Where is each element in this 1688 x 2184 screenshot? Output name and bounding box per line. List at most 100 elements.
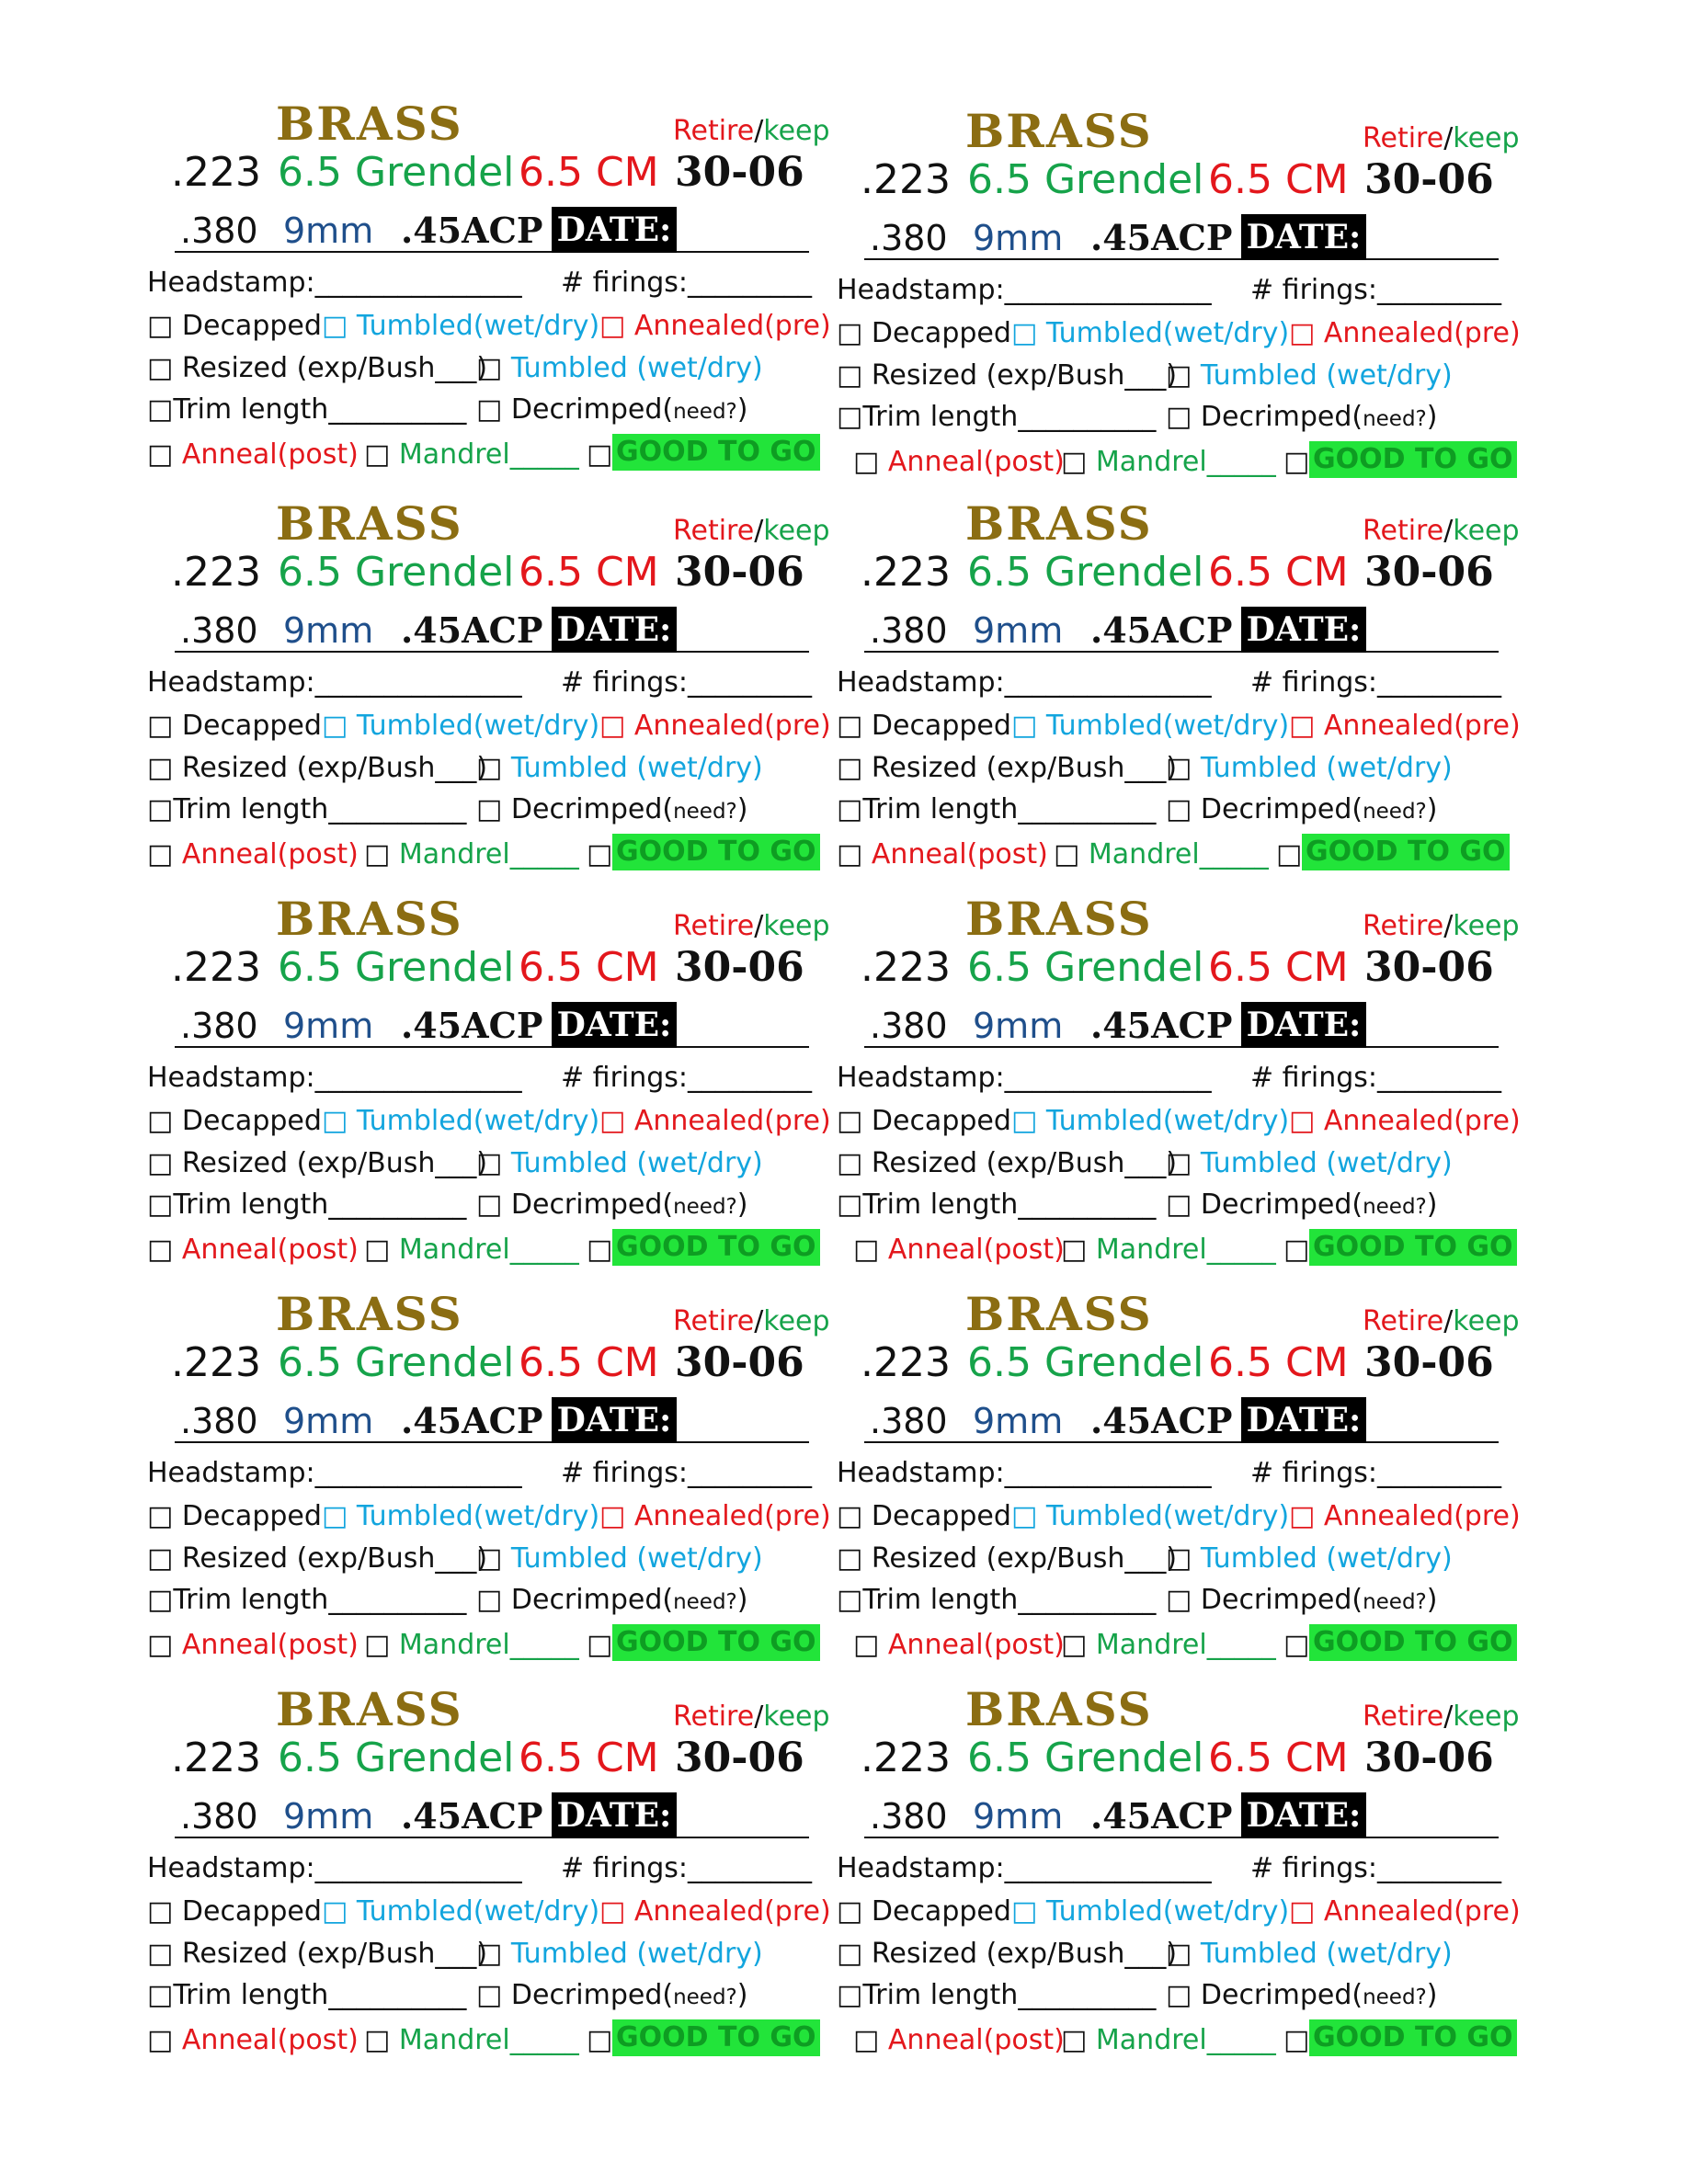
headstamp-field: Headstamp:_______________ <box>837 1457 1212 1489</box>
caliber-9mm: 9mm <box>973 1401 1064 1441</box>
annealed-pre-checkbox: □ Annealed(pre) <box>599 1105 831 1137</box>
need-text: need? <box>673 1590 737 1614</box>
anneal-post-label: Anneal(post) <box>887 1629 1065 1661</box>
need-text: need? <box>673 400 737 424</box>
anneal-post-checkbox: □ Anneal(post) <box>147 2027 359 2054</box>
trim-length-field: □Trim length__________ <box>147 1979 467 2011</box>
date-label-box: DATE: <box>552 1002 677 1048</box>
slash-text: / <box>1443 1305 1454 1337</box>
decrimped-text: □ Decrimped( <box>1166 401 1363 433</box>
decrimped-checkbox: □ Decrimped(need?) <box>476 396 747 424</box>
mandrel-checkbox: □ Mandrel_____ <box>1061 449 1276 476</box>
annealed-pre-checkbox: □ Annealed(pre) <box>1289 1105 1521 1137</box>
anneal-post-checkbox: □ Anneal(post) <box>147 1632 359 1659</box>
decrimped-text: □ Decrimped( <box>476 1584 674 1616</box>
decapped-checkbox: □ Decapped <box>837 710 1011 742</box>
mandrel-checkbox: □ Mandrel_____ <box>1054 841 1269 869</box>
caliber-45acp: .45ACP <box>1090 217 1233 258</box>
firings-field: # firings:_________ <box>561 666 813 699</box>
caliber-9mm: 9mm <box>973 610 1064 651</box>
decrimped-text: □ Decrimped( <box>1166 1584 1363 1616</box>
resized-checkbox: □ Resized (exp/Bush___) <box>837 1542 1178 1575</box>
retire-text: Retire <box>1363 910 1444 942</box>
annealed-pre-checkbox: □ Annealed(pre) <box>599 1895 831 1928</box>
firings-field: # firings:_________ <box>1250 1062 1502 1094</box>
caliber-6-5-grendel: 6.5 Grendel <box>967 1339 1204 1386</box>
caliber-9mm: 9mm <box>283 1796 374 1837</box>
caliber-6-5-grendel: 6.5 Grendel <box>278 149 515 196</box>
trim-length-field: □Trim length__________ <box>147 793 467 825</box>
caliber-45acp: .45ACP <box>1090 1005 1233 1046</box>
tumbled-second-label: Tumbled (wet/dry) <box>510 1938 763 1970</box>
caliber-6-5-cm: 6.5 CM <box>1208 1735 1349 1781</box>
caliber-6-5-grendel: 6.5 Grendel <box>278 1735 515 1781</box>
decrimped-close: ) <box>1426 1979 1438 2011</box>
good-to-go-badge: GOOD TO GO <box>612 1229 820 1266</box>
slash-text: / <box>754 1305 764 1337</box>
decapped-checkbox: □ Decapped <box>147 310 322 342</box>
tumbled-second-label: Tumbled (wet/dry) <box>1200 1938 1453 1970</box>
caliber-223: .223 <box>861 549 951 596</box>
decapped-checkbox: □ Decapped <box>837 1500 1011 1532</box>
tumbled-second-box: □ <box>476 352 503 384</box>
mandrel-box: □ <box>1061 1234 1088 1266</box>
decrimped-close: ) <box>1426 1584 1438 1616</box>
trim-length-field: □Trim length__________ <box>837 1189 1157 1221</box>
good-to-go-badge: GOOD TO GO <box>612 434 820 471</box>
anneal-post-label: Anneal(post) <box>887 446 1065 478</box>
keep-text: keep <box>1453 1305 1520 1337</box>
headstamp-field: Headstamp:_______________ <box>147 1457 522 1489</box>
mandrel-checkbox: □ Mandrel_____ <box>364 841 579 869</box>
tumbled-second-checkbox: □ Tumbled (wet/dry) <box>476 755 763 782</box>
tumbled-wet-dry-checkbox: □ Tumbled(wet/dry) <box>1011 1105 1290 1137</box>
brass-title: BRASS <box>965 1682 1153 1736</box>
decapped-checkbox: □ Decapped <box>147 1895 322 1928</box>
mandrel-box: □ <box>364 838 391 870</box>
caliber-underline <box>175 251 552 253</box>
brass-title: BRASS <box>276 1287 463 1341</box>
mandrel-label: Mandrel_____ <box>1095 2024 1276 2056</box>
firings-field: # firings:_________ <box>1250 666 1502 699</box>
mandrel-label: Mandrel_____ <box>398 2024 579 2056</box>
retire-keep-label: Retire/keep <box>1363 518 1520 545</box>
slash-text: / <box>1443 1701 1454 1733</box>
caliber-6-5-cm: 6.5 CM <box>1208 156 1349 203</box>
good-to-go-box: □ <box>587 838 613 870</box>
brass-title: BRASS <box>276 97 463 151</box>
retire-keep-label: Retire/keep <box>673 1308 830 1336</box>
mandrel-box: □ <box>364 1629 391 1661</box>
brass-label-card: BRASS Retire/keep .223 6.5 Grendel 6.5 C… <box>837 896 1521 1291</box>
decrimped-checkbox: □ Decrimped(need?) <box>476 796 747 824</box>
tumbled-second-checkbox: □ Tumbled (wet/dry) <box>476 1150 763 1177</box>
caliber-380: .380 <box>870 1401 948 1441</box>
retire-keep-label: Retire/keep <box>1363 125 1520 153</box>
caliber-9mm: 9mm <box>283 210 374 251</box>
tumbled-second-label: Tumbled (wet/dry) <box>1200 1147 1453 1179</box>
headstamp-field: Headstamp:_______________ <box>147 1852 522 1884</box>
caliber-6-5-grendel: 6.5 Grendel <box>967 156 1204 203</box>
good-to-go-box: □ <box>1283 2024 1310 2056</box>
anneal-post-checkbox: □ Anneal(post) <box>147 1236 359 1264</box>
keep-text: keep <box>763 910 830 942</box>
date-label-box: DATE: <box>1241 1397 1366 1443</box>
mandrel-label: Mandrel_____ <box>1088 838 1269 870</box>
anneal-post-box: □ <box>853 1629 880 1661</box>
anneal-post-label: Anneal(post) <box>181 438 359 471</box>
caliber-30-06: 30-06 <box>1364 549 1494 596</box>
slash-text: / <box>1443 515 1454 547</box>
annealed-pre-checkbox: □ Annealed(pre) <box>1289 710 1521 742</box>
tumbled-wet-dry-checkbox: □ Tumbled(wet/dry) <box>322 710 600 742</box>
firings-field: # firings:_________ <box>561 1852 813 1884</box>
tumbled-wet-dry-checkbox: □ Tumbled(wet/dry) <box>1011 1895 1290 1928</box>
caliber-underline <box>175 1441 552 1443</box>
tumbled-second-label: Tumbled (wet/dry) <box>510 352 763 384</box>
anneal-post-checkbox: □ Anneal(post) <box>147 841 359 869</box>
decrimped-text: □ Decrimped( <box>476 1189 674 1221</box>
annealed-pre-checkbox: □ Annealed(pre) <box>1289 1895 1521 1928</box>
decrimped-close: ) <box>736 393 748 426</box>
mandrel-label: Mandrel_____ <box>398 438 579 471</box>
date-write-line <box>677 1441 809 1443</box>
tumbled-second-box: □ <box>1166 1938 1192 1970</box>
decrimped-checkbox: □ Decrimped(need?) <box>476 1191 747 1219</box>
